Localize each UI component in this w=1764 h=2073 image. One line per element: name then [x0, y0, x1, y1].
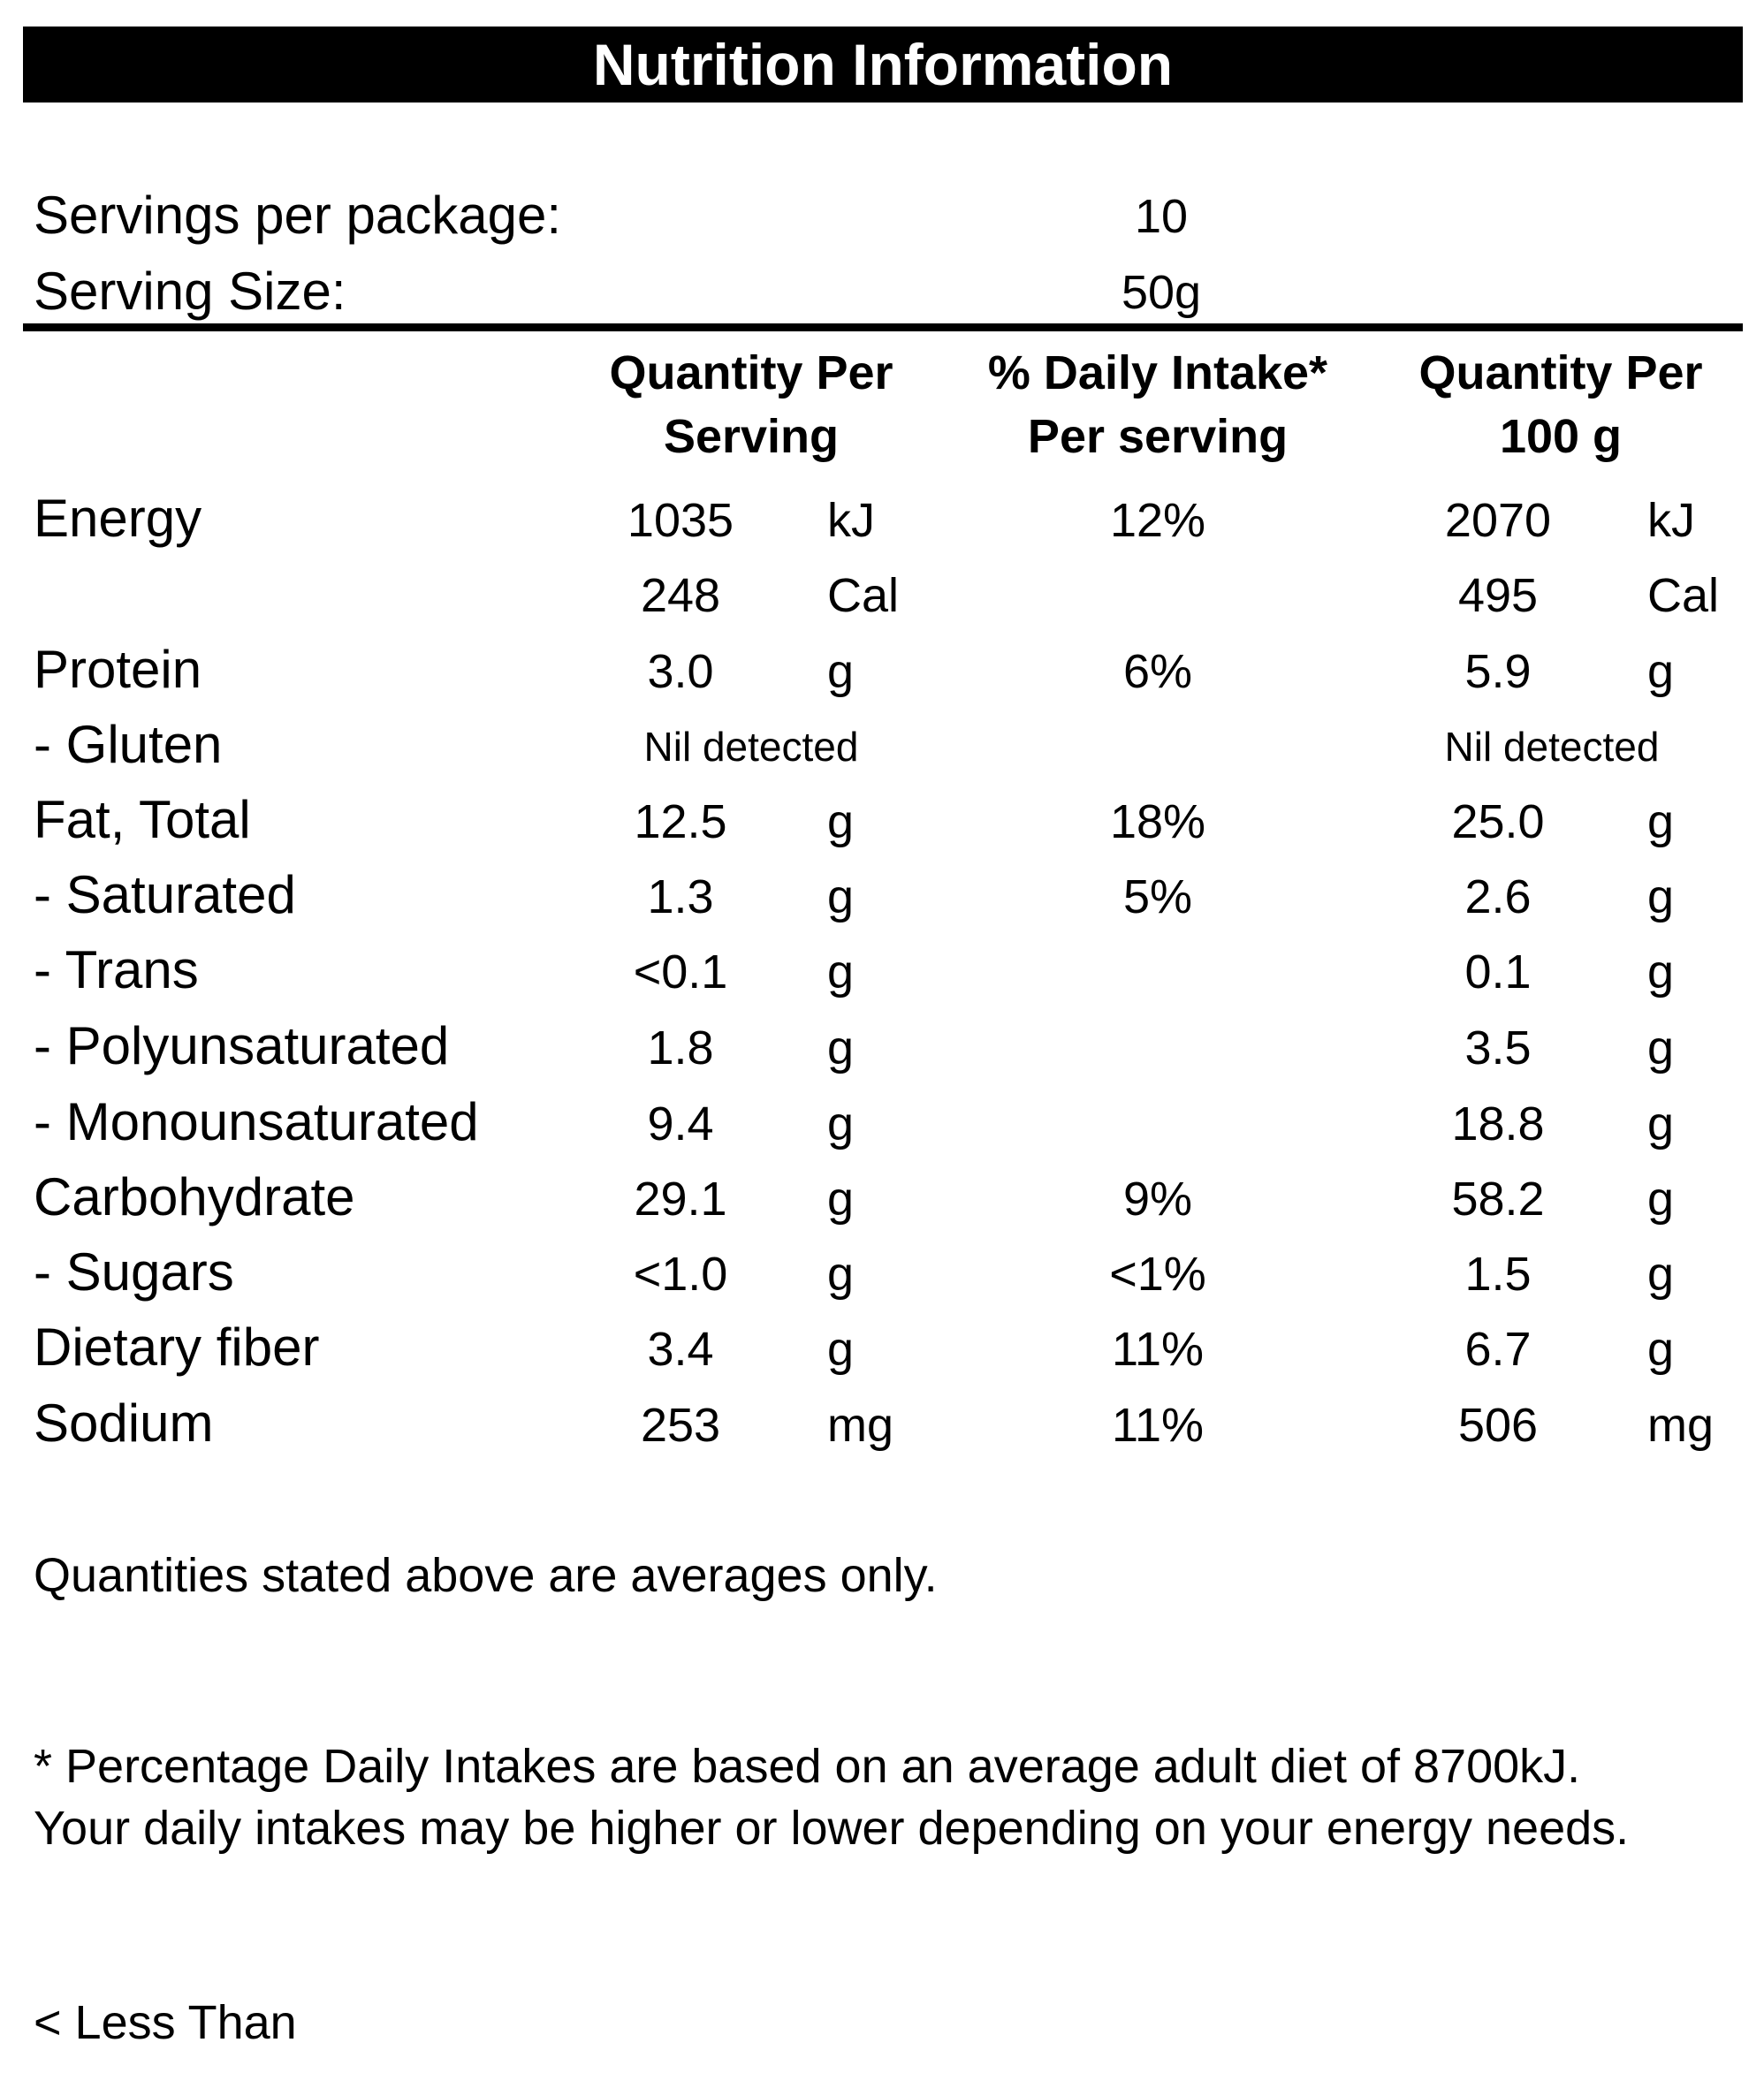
daily-intake-percent: 5%	[1122, 870, 1193, 923]
serving-size-value: 50g	[1121, 266, 1202, 319]
per-100g-value: 2070	[1444, 494, 1552, 547]
per-100g-value: 3.5	[1464, 1021, 1532, 1074]
per-serving-unit: g	[827, 645, 855, 698]
header-per-100g-line1: Quantity Per	[1418, 346, 1703, 399]
per-100g-unit: g	[1647, 795, 1675, 848]
nutrient-label: Protein	[34, 640, 202, 699]
per-100g-unit: g	[1647, 1173, 1675, 1226]
per-serving-value: 3.4	[647, 1323, 714, 1376]
serving-size-label: Serving Size:	[34, 262, 346, 321]
nutrient-label: - Gluten	[34, 715, 223, 774]
per-serving-unit: g	[827, 1323, 855, 1376]
per-100g-unit: g	[1647, 870, 1675, 923]
averages-note: Quantities stated above are averages onl…	[34, 1549, 938, 1602]
header-per-100g: Quantity Per 100 g	[1375, 341, 1746, 468]
per-100g-value: 506	[1457, 1399, 1539, 1452]
nutrient-label: - Saturated	[34, 865, 296, 924]
daily-intake-percent: 11%	[1111, 1323, 1205, 1376]
per-100g-unit: g	[1647, 645, 1675, 698]
daily-intake-percent: 12%	[1109, 494, 1206, 547]
header-daily-intake: % Daily Intake* Per serving	[946, 341, 1370, 468]
per-serving-value: <1.0	[633, 1248, 728, 1301]
per-serving-value: 1.8	[647, 1021, 714, 1074]
per-serving-unit: g	[827, 1173, 855, 1226]
per-serving-value: 29.1	[634, 1173, 727, 1226]
nutrient-label: Energy	[34, 489, 202, 548]
nutrient-label: Carbohydrate	[34, 1167, 355, 1226]
nutrient-label: Sodium	[34, 1393, 214, 1453]
per-serving-value: 1.3	[647, 870, 714, 923]
per-serving-value: <0.1	[633, 945, 728, 999]
daily-intake-percent: 11%	[1111, 1399, 1205, 1452]
per-serving-value: 253	[640, 1399, 721, 1452]
per-100g-unit: g	[1647, 1097, 1675, 1150]
per-serving-unit: Cal	[827, 569, 900, 622]
footnote-line-2: Your daily intakes may be higher or lowe…	[34, 1802, 1630, 1855]
per-100g-value: 2.6	[1464, 870, 1532, 923]
per-100g-unit: g	[1647, 945, 1675, 999]
header-per-serving: Quantity Per Serving	[566, 341, 937, 468]
less-than-legend: < Less Than	[34, 1996, 297, 2049]
per-serving-unit: g	[827, 1097, 855, 1150]
per-100g-value: 25.0	[1451, 795, 1545, 848]
per-serving-value: 248	[640, 569, 721, 622]
per-100g-unit: kJ	[1647, 494, 1695, 547]
per-serving-value: 3.0	[647, 645, 714, 698]
per-serving-unit: kJ	[827, 494, 875, 547]
per-serving-value: 9.4	[647, 1097, 714, 1150]
per-100g-value: 1.5	[1464, 1248, 1532, 1301]
per-serving-value: 1035	[627, 494, 734, 547]
per-100g-value: 0.1	[1464, 945, 1532, 999]
per-100g-nil: Nil detected	[1444, 724, 1660, 770]
nutrient-label: Fat, Total	[34, 790, 251, 849]
header-per-100g-line2: 100 g	[1499, 410, 1623, 463]
per-serving-unit: g	[827, 1248, 855, 1301]
nutrient-label: Dietary fiber	[34, 1317, 320, 1377]
per-100g-unit: g	[1647, 1248, 1675, 1301]
per-serving-unit: mg	[827, 1399, 894, 1452]
per-100g-unit: mg	[1647, 1399, 1715, 1452]
per-serving-unit: g	[827, 1021, 855, 1074]
per-100g-value: 5.9	[1464, 645, 1532, 698]
divider-rule	[23, 323, 1743, 331]
daily-intake-percent: <1%	[1109, 1248, 1206, 1301]
per-100g-value: 6.7	[1464, 1323, 1532, 1376]
per-100g-value: 495	[1457, 569, 1539, 622]
footnote-line-1: * Percentage Daily Intakes are based on …	[34, 1740, 1581, 1793]
panel-title: Nutrition Information	[23, 27, 1743, 103]
per-serving-unit: g	[827, 795, 855, 848]
per-serving-unit: g	[827, 870, 855, 923]
daily-intake-percent: 6%	[1122, 645, 1193, 698]
per-100g-value: 58.2	[1451, 1173, 1545, 1226]
per-serving-value: 12.5	[634, 795, 727, 848]
daily-intake-percent: 18%	[1109, 795, 1206, 848]
header-daily-intake-line2: Per serving	[1027, 410, 1289, 463]
header-per-serving-line2: Serving	[663, 410, 840, 463]
nutrient-label: - Monounsaturated	[34, 1092, 479, 1151]
per-100g-value: 18.8	[1451, 1097, 1545, 1150]
daily-intake-percent: 9%	[1122, 1173, 1193, 1226]
per-100g-unit: Cal	[1647, 569, 1720, 622]
header-daily-intake-line1: % Daily Intake*	[987, 346, 1328, 399]
per-100g-unit: g	[1647, 1323, 1675, 1376]
nutrient-label: - Trans	[34, 940, 199, 999]
per-100g-unit: g	[1647, 1021, 1675, 1074]
servings-per-package-label: Servings per package:	[34, 186, 562, 245]
nutrient-label: - Sugars	[34, 1242, 234, 1302]
per-serving-nil: Nil detected	[643, 724, 859, 770]
servings-per-package-value: 10	[1134, 190, 1189, 243]
per-serving-unit: g	[827, 945, 855, 999]
nutrient-label: - Polyunsaturated	[34, 1016, 450, 1075]
header-per-serving-line1: Quantity Per	[609, 346, 893, 399]
